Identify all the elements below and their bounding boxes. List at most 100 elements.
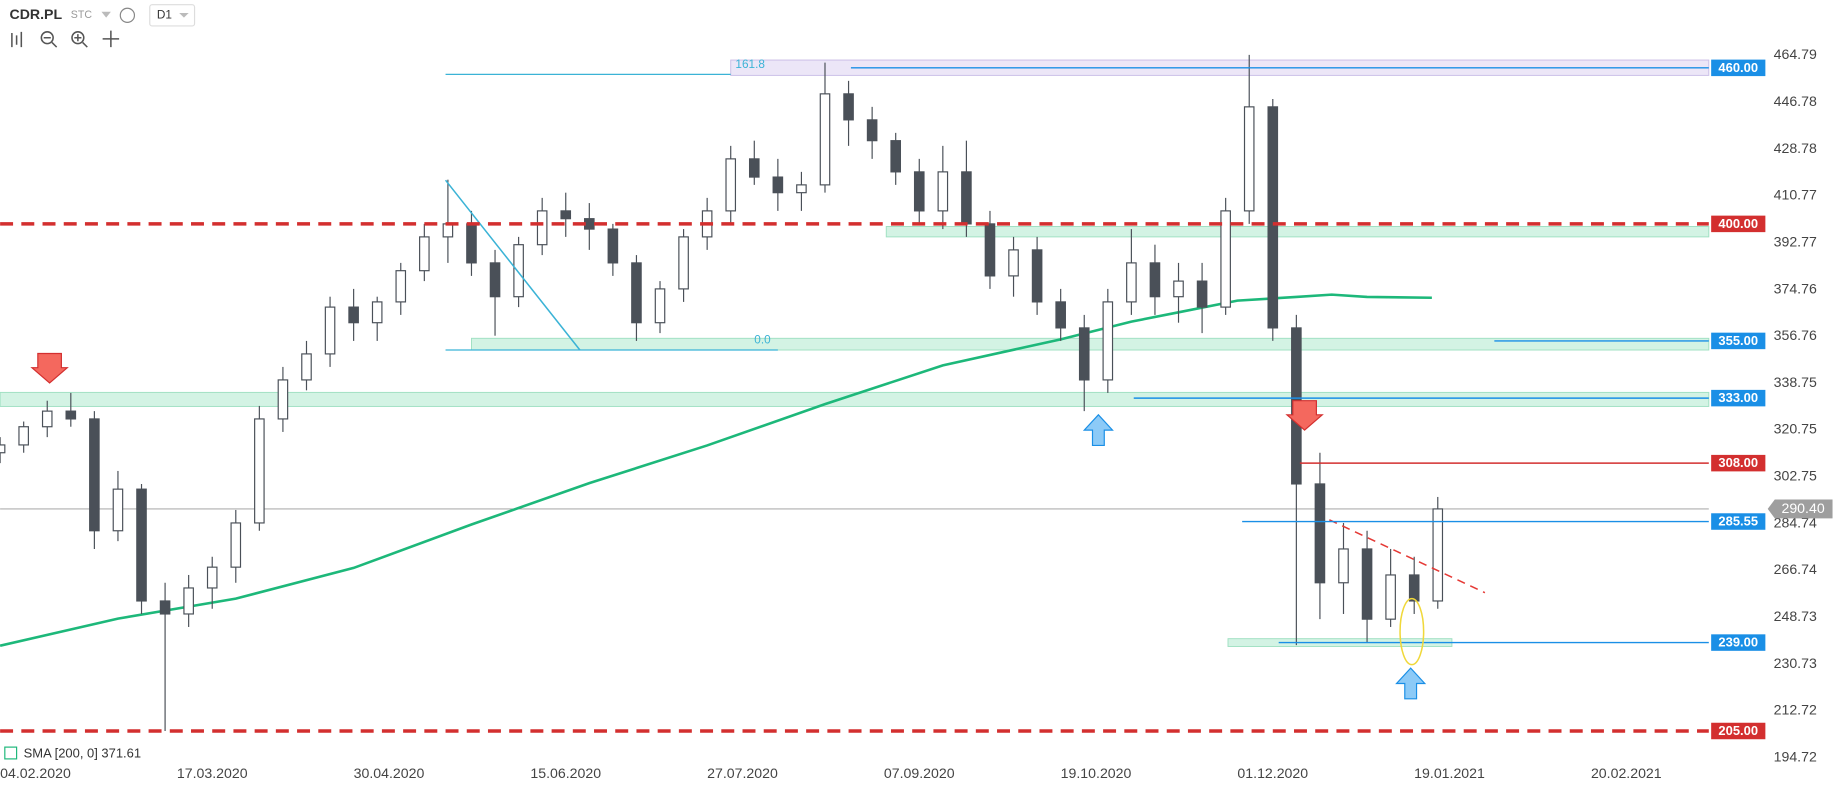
sma-legend: SMA [200, 0] 371.61 bbox=[24, 746, 141, 761]
candle-body bbox=[560, 210, 572, 220]
y-tick-label: 392.77 bbox=[1774, 233, 1817, 249]
candle-body bbox=[1008, 249, 1019, 277]
zones: 161.8 0.0 bbox=[0, 58, 1710, 647]
candle-body bbox=[678, 236, 689, 290]
candle-body bbox=[1338, 548, 1349, 584]
candle-body bbox=[183, 587, 194, 615]
price-tag bbox=[1711, 59, 1766, 77]
candle-body bbox=[631, 262, 642, 324]
price-tag-label: 355.00 bbox=[1718, 333, 1758, 348]
zoom-in-icon[interactable] bbox=[71, 31, 85, 45]
candle-body bbox=[961, 171, 972, 225]
sell-arrow bbox=[30, 352, 69, 384]
candle-body bbox=[442, 223, 454, 238]
candle-body bbox=[277, 379, 289, 420]
buy-arrow bbox=[1082, 413, 1114, 447]
interval[interactable]: D1 bbox=[157, 8, 172, 21]
y-tick-label: 230.73 bbox=[1774, 655, 1817, 671]
candle-body bbox=[536, 210, 548, 246]
price-tag bbox=[1711, 634, 1766, 651]
candle-body bbox=[301, 353, 312, 381]
candle-body bbox=[796, 184, 807, 194]
price-tag bbox=[1711, 722, 1766, 740]
pan-icon[interactable] bbox=[102, 30, 120, 48]
candle-body bbox=[489, 262, 501, 298]
zoom-out-icon[interactable] bbox=[40, 31, 54, 45]
plot bbox=[0, 54, 1709, 733]
candle-body bbox=[136, 488, 147, 602]
zone bbox=[471, 337, 1710, 351]
highlight-ellipse bbox=[1399, 597, 1425, 666]
candle-body bbox=[112, 488, 124, 532]
y-tick-label: 194.72 bbox=[1774, 748, 1817, 764]
y-tick-label: 446.78 bbox=[1774, 93, 1817, 109]
candle-body bbox=[41, 410, 53, 428]
candle-body bbox=[1220, 210, 1231, 308]
trendline bbox=[444, 179, 581, 351]
y-tick-label: 338.75 bbox=[1774, 374, 1817, 390]
chart-type-icon[interactable] bbox=[11, 31, 23, 48]
candle-body bbox=[819, 93, 831, 186]
dropdown-caret[interactable] bbox=[101, 11, 111, 18]
info-icon[interactable] bbox=[119, 7, 136, 23]
price-tag-label: 285.55 bbox=[1718, 514, 1758, 529]
y-tick-label: 302.75 bbox=[1774, 468, 1817, 484]
zone bbox=[885, 226, 1710, 238]
candle-body bbox=[984, 223, 996, 277]
candle-body bbox=[748, 158, 760, 178]
candle-body bbox=[890, 140, 902, 173]
x-tick-label: 19.01.2021 bbox=[1414, 765, 1485, 781]
candle-body bbox=[1267, 106, 1279, 329]
candle-body bbox=[466, 223, 477, 264]
y-tick-label: 248.73 bbox=[1774, 608, 1817, 624]
price-tag bbox=[1711, 389, 1766, 407]
candle-body bbox=[513, 244, 524, 298]
candle-body bbox=[89, 418, 100, 532]
sma-icon[interactable] bbox=[4, 746, 18, 760]
candle-body bbox=[772, 176, 784, 194]
candle-body bbox=[607, 228, 619, 264]
price-tag bbox=[1711, 454, 1766, 472]
price-tag-label: 308.00 bbox=[1718, 455, 1758, 470]
candle-body bbox=[324, 306, 336, 355]
x-tick-label: 17.03.2020 bbox=[177, 765, 248, 781]
candle-body bbox=[0, 444, 6, 454]
price-tag bbox=[1711, 215, 1766, 233]
candle-body bbox=[1078, 327, 1090, 381]
candle-body bbox=[1385, 574, 1396, 620]
candle-body bbox=[1031, 249, 1043, 303]
candle-body bbox=[1408, 574, 1420, 602]
candle-body bbox=[913, 171, 925, 212]
y-tick-label: 320.75 bbox=[1774, 421, 1817, 437]
current-price-label: 290.40 bbox=[1781, 500, 1824, 516]
candle-body bbox=[584, 218, 595, 230]
sell-arrow bbox=[1285, 400, 1324, 431]
candle-body bbox=[654, 288, 666, 324]
x-tick-label: 15.06.2020 bbox=[530, 765, 601, 781]
symbol[interactable]: CDR.PL bbox=[10, 6, 63, 22]
trendline bbox=[1329, 519, 1486, 594]
y-tick-label: 410.77 bbox=[1774, 187, 1817, 203]
candle-body bbox=[395, 270, 407, 303]
zone bbox=[0, 391, 1710, 407]
candle-body bbox=[230, 522, 242, 568]
candle-body bbox=[206, 566, 218, 589]
candle-body bbox=[1432, 508, 1444, 602]
y-tick-label: 428.78 bbox=[1774, 140, 1817, 156]
candle-body bbox=[159, 600, 171, 615]
candle-body bbox=[65, 410, 77, 420]
y-tick-label: 464.79 bbox=[1774, 46, 1817, 62]
candle-body bbox=[1149, 262, 1161, 298]
price-tag-label: 205.00 bbox=[1718, 723, 1758, 738]
source[interactable]: STC bbox=[71, 9, 93, 21]
x-tick-label: 30.04.2020 bbox=[354, 765, 425, 781]
y-tick-label: 284.74 bbox=[1774, 514, 1817, 530]
arrows bbox=[30, 352, 1427, 700]
y-tick-label: 266.74 bbox=[1774, 561, 1817, 577]
candle-body bbox=[843, 93, 854, 121]
y-tick-label: 374.76 bbox=[1774, 280, 1817, 296]
price-tag bbox=[1711, 513, 1766, 530]
interval-select[interactable] bbox=[149, 4, 196, 27]
x-tick-label: 27.07.2020 bbox=[707, 765, 778, 781]
